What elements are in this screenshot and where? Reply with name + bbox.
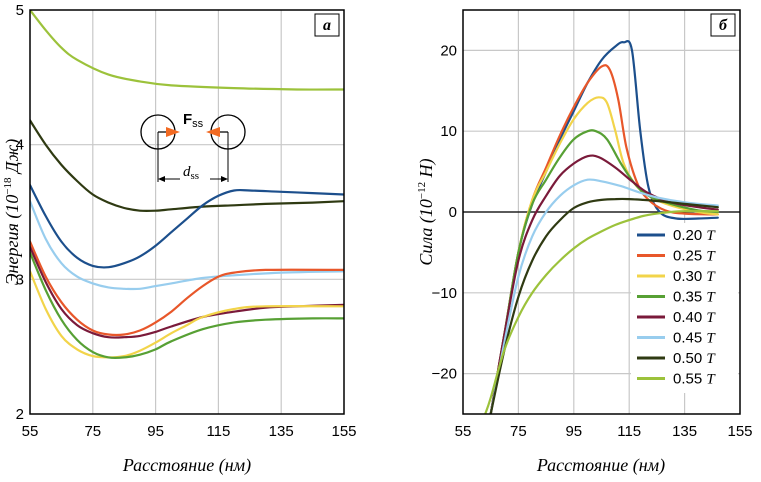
energy-series-0-line [30, 10, 344, 91]
left-force-arrow [166, 127, 180, 137]
energy-x-tick-55: 55 [22, 423, 39, 440]
energy-x-tick-115: 115 [206, 423, 230, 440]
force-chart-frame [462, 9, 741, 415]
force-chart-panel: 55 75 95 115 135 155 −20 −10 0 10 20 б 0.20 T 0.25… [416, 9, 753, 476]
force-x-tick-55: 55 [455, 423, 472, 440]
legend-label-045: 0.45 T [673, 330, 716, 347]
energy-series-1-line [30, 119, 344, 213]
legend-label-030: 0.30 T [673, 268, 716, 285]
energy-x-tick-135: 135 [269, 423, 294, 440]
force-y-axis-label: Сила (10−12 Н) [416, 158, 437, 265]
force-y-tick-20: 20 [440, 42, 457, 59]
force-chart-lines [484, 39, 719, 414]
energy-series-4-line [30, 240, 344, 337]
energy-chart-lines [30, 10, 344, 360]
energy-x-axis-label: Расстояние (нм) [122, 455, 251, 476]
force-legend-background [631, 223, 738, 393]
legend-label-035: 0.35 T [673, 289, 716, 306]
energy-series-6-line [30, 270, 344, 359]
force-x-tick-135: 135 [672, 423, 697, 440]
force-x-axis-label: Расстояние (нм) [536, 455, 665, 476]
force-x-tick-95: 95 [565, 423, 582, 440]
force-x-tick-75: 75 [510, 423, 527, 440]
force-series-055-line [484, 210, 719, 414]
legend-label-025: 0.25 T [673, 248, 716, 265]
force-y-tick--20: −20 [432, 366, 457, 383]
energy-x-tick-labels: 55 75 95 115 135 155 [22, 423, 357, 440]
energy-x-tick-75: 75 [84, 423, 101, 440]
force-x-tick-155: 155 [727, 423, 752, 440]
energy-series-2-line [30, 184, 344, 269]
energy-x-tick-155: 155 [331, 423, 356, 440]
energy-y-tick-2: 2 [16, 406, 24, 423]
distance-label: dss [183, 164, 199, 182]
force-x-tick-115: 115 [617, 423, 641, 440]
legend-label-055: 0.55 T [673, 371, 716, 388]
energy-chart-frame [29, 9, 345, 415]
energy-series-5-line [30, 245, 344, 339]
energy-panel-tag-box [314, 13, 340, 37]
force-y-tick-10: 10 [440, 123, 457, 140]
right-force-arrow [206, 127, 220, 137]
energy-y-axis-label: Энергия (10−18 Дж) [2, 139, 23, 286]
force-label: Fss [183, 111, 204, 130]
legend-label-020: 0.20 T [673, 227, 716, 244]
force-series-035-line [489, 129, 719, 414]
energy-x-tick-95: 95 [147, 423, 164, 440]
energy-panel-tag: a [323, 17, 331, 34]
energy-chart-grid [30, 10, 344, 414]
force-y-tick--10: −10 [432, 285, 457, 302]
energy-y-tick-4: 4 [16, 137, 24, 154]
energy-chart-panel: 55 75 95 115 135 155 2 3 4 5 a Fss dss Расстояни… [2, 2, 357, 476]
legend-label-040: 0.40 T [673, 309, 716, 326]
force-series-050-line [489, 197, 719, 414]
energy-series-7-line [30, 251, 344, 360]
two-skyrmion-inset: Fss dss [140, 111, 246, 182]
energy-y-tick-3: 3 [16, 271, 24, 288]
distance-arrowhead-left [158, 176, 165, 182]
energy-series-3-line [30, 200, 344, 291]
force-series-045-line [489, 178, 719, 414]
force-panel-tag: б [719, 17, 728, 34]
energy-y-tick-5: 5 [16, 2, 24, 19]
energy-y-tick-labels: 2 3 4 5 [16, 2, 24, 423]
distance-label-bg [180, 162, 210, 182]
legend-label-050: 0.50 T [673, 350, 716, 367]
force-x-tick-labels: 55 75 95 115 135 155 [455, 423, 753, 440]
distance-arrowhead-right [221, 176, 228, 182]
force-legend: 0.20 T 0.25 T 0.30 T 0.35 T 0.40 T 0.45 T 0.50… [631, 223, 738, 393]
force-panel-tag-box [710, 13, 736, 37]
force-y-tick-0: 0 [449, 204, 457, 221]
force-y-tick-labels: −20 −10 0 10 20 [432, 42, 457, 382]
